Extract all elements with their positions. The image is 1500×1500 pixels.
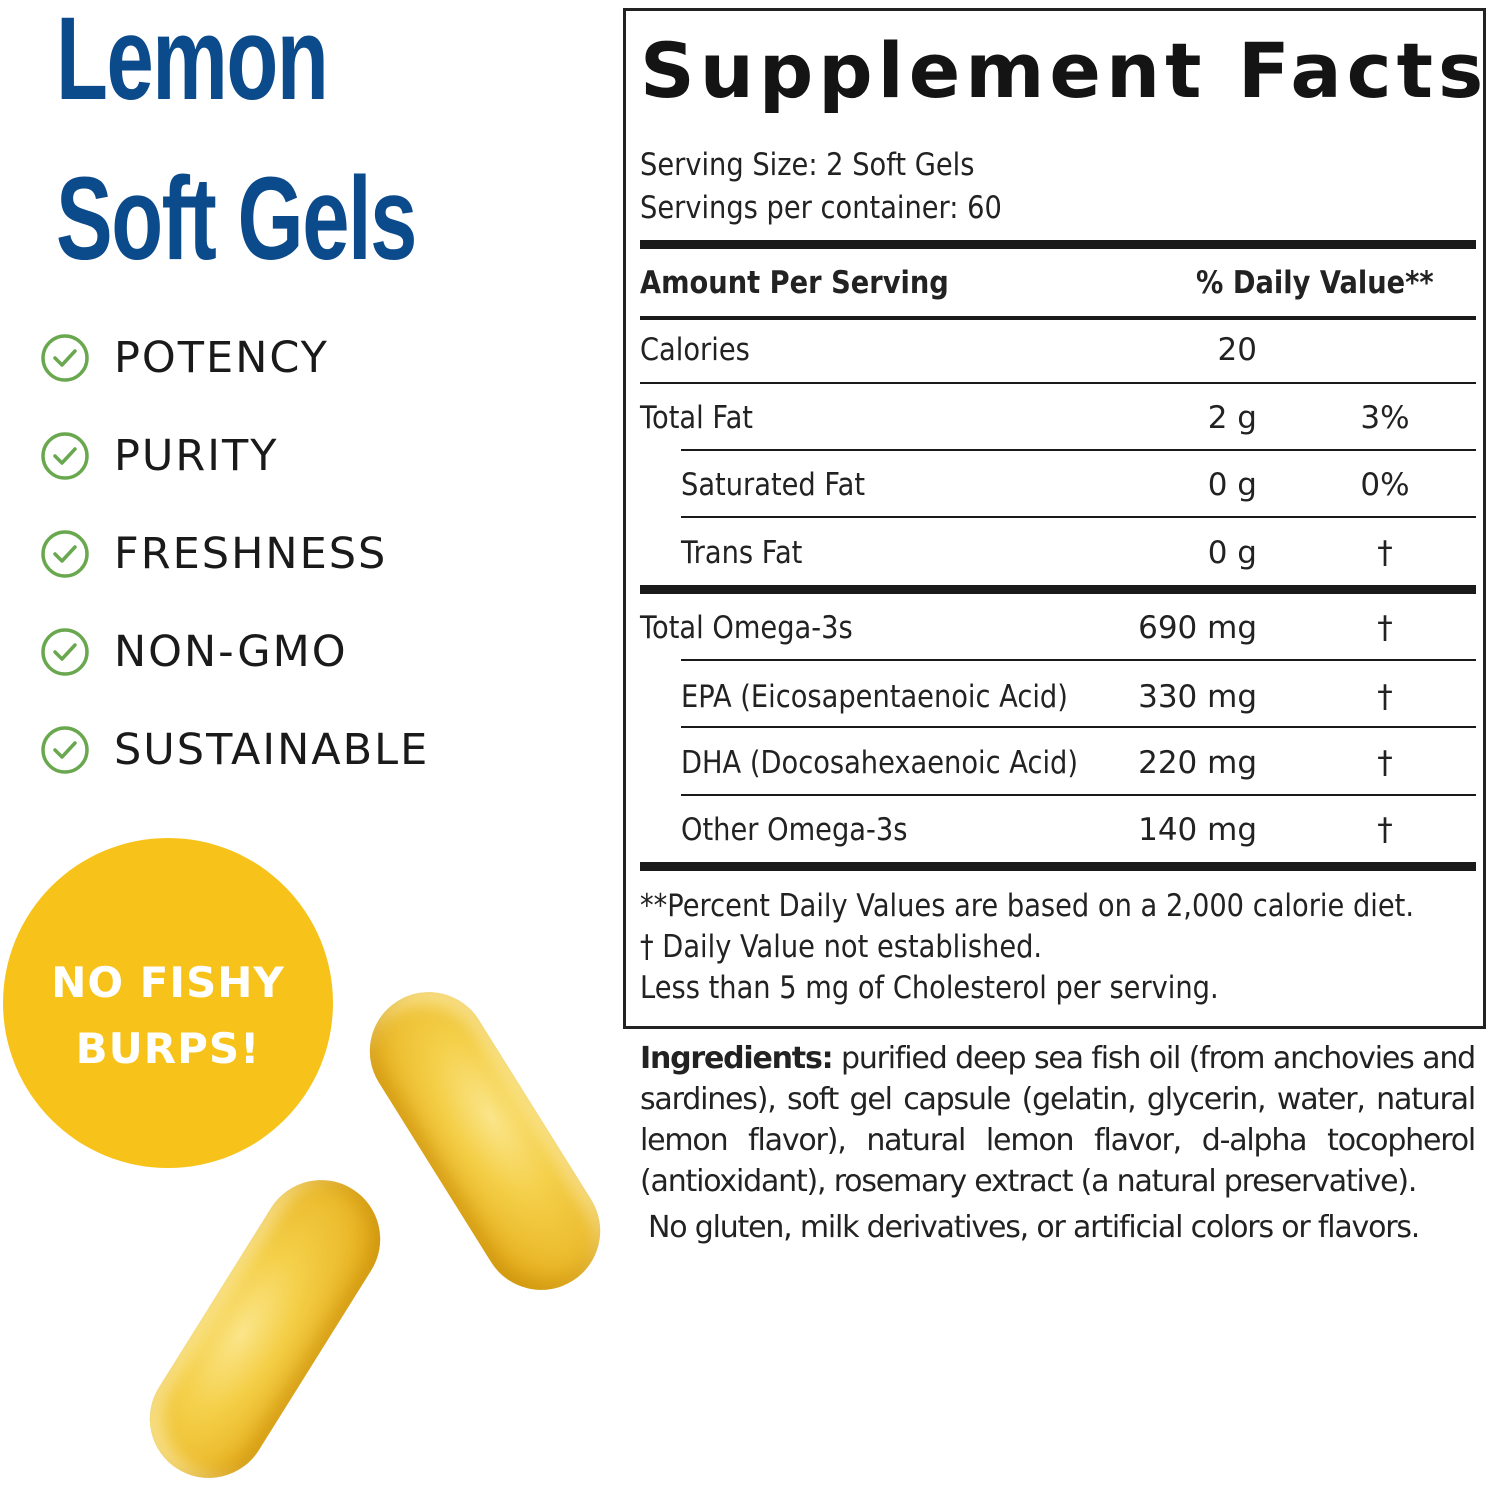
check-circle-icon <box>41 530 89 578</box>
nutrient-daily-value: † <box>1377 535 1393 571</box>
supplement-facts-panel <box>623 8 1486 1029</box>
footnote-daily-values: **Percent Daily Values are based on a 2,… <box>640 888 1415 924</box>
nutrient-daily-value: 3% <box>1360 400 1410 436</box>
nutrient-amount: 140 mg <box>1138 812 1257 848</box>
check-circle-icon <box>41 432 89 480</box>
nutrient-name: DHA (Docosahexaenoic Acid) <box>681 745 1079 781</box>
footnote-dagger: † Daily Value not established. <box>640 929 1043 965</box>
divider <box>681 449 1476 451</box>
allergen-note: No gluten, milk derivatives, or artifici… <box>648 1210 1420 1245</box>
nutrient-amount: 220 mg <box>1138 745 1257 781</box>
divider <box>681 516 1476 518</box>
softgel-capsule-image <box>347 969 623 1313</box>
nutrient-name: Saturated Fat <box>681 467 866 503</box>
servings-per-container: Servings per container: 60 <box>640 190 1002 226</box>
header-daily-value: % Daily Value** <box>1196 265 1434 301</box>
divider-thick <box>640 240 1476 249</box>
ingredients-text: Ingredients: purified deep sea fish oil … <box>640 1038 1476 1202</box>
nutrient-name: EPA (Eicosapentaenoic Acid) <box>681 679 1068 715</box>
serving-size: Serving Size: 2 Soft Gels <box>640 147 975 183</box>
feature-item: SUSTAINABLE <box>40 725 429 775</box>
divider <box>640 316 1476 320</box>
check-circle-icon <box>41 628 89 676</box>
badge-line-2: BURPS! <box>75 1024 261 1073</box>
divider <box>681 659 1476 661</box>
badge-line-1: NO FISHY <box>51 958 285 1007</box>
product-title-line-1: Lemon <box>56 0 329 125</box>
ingredients-label: Ingredients: <box>640 1041 834 1076</box>
feature-label: FRESHNESS <box>114 529 388 579</box>
ingredients-list: purified deep sea fish oil (from anchovi… <box>640 1041 1476 1199</box>
nutrient-name: Total Omega-3s <box>640 610 853 646</box>
nutrient-daily-value: † <box>1377 610 1393 646</box>
nutrient-daily-value: † <box>1377 679 1393 715</box>
feature-item: NON-GMO <box>40 627 348 677</box>
feature-label: NON-GMO <box>114 627 348 677</box>
nutrient-amount: 20 <box>1217 332 1257 368</box>
nutrient-amount: 0 g <box>1207 535 1257 571</box>
nutrient-amount: 0 g <box>1207 467 1257 503</box>
nutrient-name: Total Fat <box>640 400 753 436</box>
nutrient-daily-value: † <box>1377 745 1393 781</box>
no-fishy-burps-badge: NO FISHY BURPS! <box>3 838 333 1168</box>
nutrient-name: Other Omega-3s <box>681 812 908 848</box>
softgel-capsule-image <box>127 1157 403 1500</box>
divider <box>640 382 1476 384</box>
nutrient-amount: 2 g <box>1207 400 1257 436</box>
nutrient-amount: 330 mg <box>1138 679 1257 715</box>
header-amount-per-serving: Amount Per Serving <box>640 265 949 301</box>
nutrient-daily-value: 0% <box>1360 467 1410 503</box>
nutrient-daily-value: † <box>1377 812 1393 848</box>
nutrient-name: Trans Fat <box>681 535 803 571</box>
check-circle-icon <box>41 726 89 774</box>
feature-item: FRESHNESS <box>40 529 387 579</box>
nutrient-name: Calories <box>640 332 750 368</box>
divider <box>681 726 1476 728</box>
feature-label: PURITY <box>114 431 279 481</box>
feature-item: PURITY <box>40 431 279 481</box>
nutrient-amount: 690 mg <box>1138 610 1257 646</box>
supplement-facts-title: Supplement Facts <box>640 26 1489 115</box>
divider <box>640 585 1476 594</box>
footnote-cholesterol: Less than 5 mg of Cholesterol per servin… <box>640 970 1219 1006</box>
feature-item: POTENCY <box>40 333 329 383</box>
divider <box>681 794 1476 796</box>
divider-thick <box>640 862 1476 871</box>
product-title-line-2: Soft Gels <box>56 153 417 285</box>
feature-label: POTENCY <box>114 333 329 383</box>
check-circle-icon <box>41 334 89 382</box>
feature-label: SUSTAINABLE <box>114 725 430 775</box>
